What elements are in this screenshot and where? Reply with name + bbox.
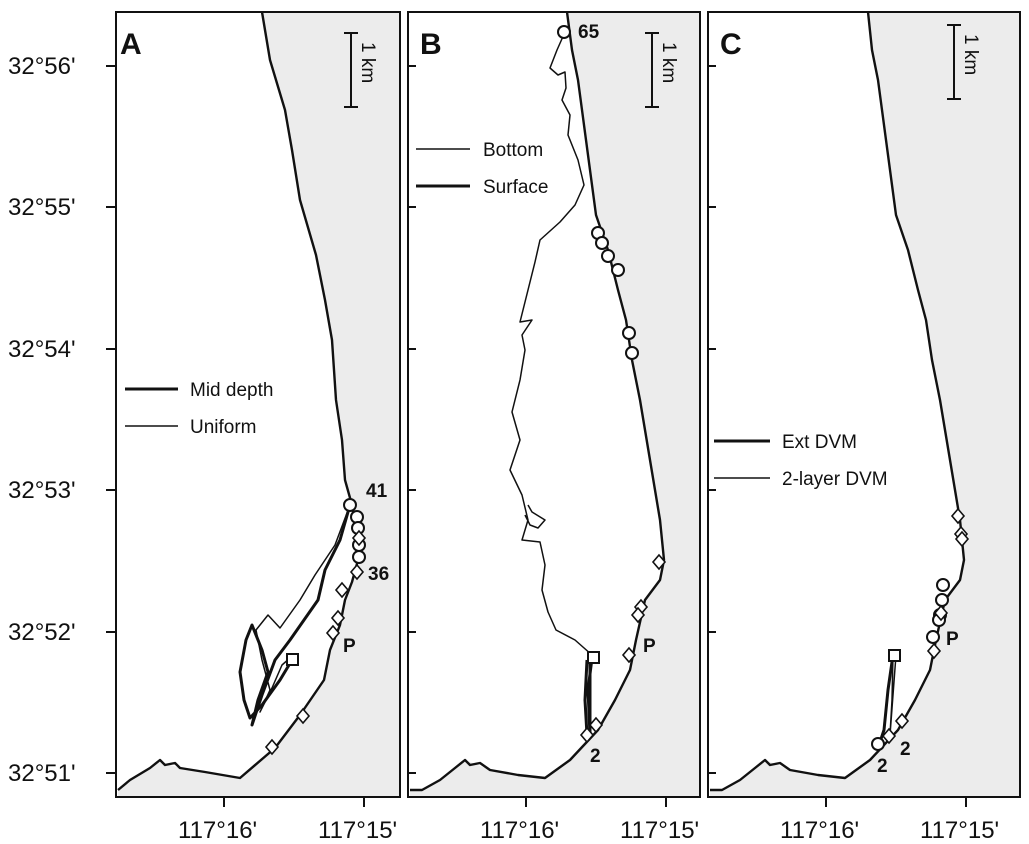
x-tick-label: 117°15' <box>920 817 999 844</box>
diamond-marker <box>954 530 970 548</box>
axis-ticks <box>708 65 967 807</box>
marker-label-p: P <box>343 636 356 657</box>
land-area <box>410 12 700 797</box>
legend: Bottom Surface <box>416 140 548 198</box>
marker-label-65: 65 <box>578 22 600 43</box>
square-marker <box>888 649 901 662</box>
diamond-marker <box>295 707 311 725</box>
panel-frame <box>115 11 401 798</box>
axis-ticks <box>106 65 365 807</box>
diamond-marker <box>325 624 341 642</box>
x-tick-label: 117°16' <box>178 817 257 844</box>
mid-depth-track <box>238 504 352 727</box>
y-tick-label: 32°55' <box>8 194 76 221</box>
legend: Ext DVM 2-layer DVM <box>714 432 888 490</box>
panel-frame <box>407 11 701 798</box>
circle-marker <box>926 630 940 644</box>
land-area <box>710 12 1020 797</box>
legend-label: Mid depth <box>190 380 273 401</box>
coastline <box>410 11 666 792</box>
axis-ticks <box>408 65 667 807</box>
diamond-marker <box>588 716 604 734</box>
circle-marker <box>625 346 639 360</box>
circle-marker <box>871 737 885 751</box>
diamond-marker <box>579 726 595 744</box>
diamond-marker <box>351 529 367 547</box>
uniform-track <box>255 504 351 713</box>
marker-label-p: P <box>643 636 656 657</box>
scale-label: 1 km <box>357 42 378 83</box>
scale-bar: 1 km <box>947 24 981 100</box>
marker-label-2: 2 <box>877 756 888 777</box>
marker-label-2: 2 <box>590 746 601 767</box>
circle-marker <box>935 593 949 607</box>
marker-label-36: 36 <box>368 564 389 585</box>
y-tick-label: 32°53' <box>8 477 76 504</box>
circle-marker <box>611 263 625 277</box>
x-tick-label: 117°15' <box>318 817 397 844</box>
circle-marker <box>595 236 609 250</box>
coastline <box>117 11 360 791</box>
square-marker <box>587 651 600 664</box>
y-tick-label: 32°51' <box>8 760 76 787</box>
panel-frame <box>707 11 1021 798</box>
diamond-marker <box>894 712 910 730</box>
diamond-marker <box>651 553 667 571</box>
panel-a: 41 36 P A 1 km Mid depth Uniform <box>106 11 401 844</box>
bottom-track-detail <box>524 504 546 529</box>
two-layer-dvm-track <box>889 654 897 736</box>
y-tick-label: 32°56' <box>8 53 76 80</box>
diamond-marker <box>330 609 346 627</box>
scale-label: 1 km <box>960 34 981 75</box>
legend-label: Ext DVM <box>782 432 857 453</box>
panel-letter: A <box>120 28 142 61</box>
circle-marker <box>936 578 950 592</box>
y-axis: 32°56' 32°55' 32°54' 32°53' 32°52' 32°51… <box>8 53 76 787</box>
marker-label-2: 2 <box>900 739 911 760</box>
circle-marker <box>352 550 366 564</box>
scale-bar: 1 km <box>645 32 679 108</box>
marker-label-41: 41 <box>366 481 388 502</box>
circle-marker <box>601 249 615 263</box>
diamond-marker <box>621 646 637 664</box>
square-marker <box>286 653 299 666</box>
panel-c: P 2 2 C 1 km Ext DVM 2-layer DVM 117°16' <box>707 11 1021 844</box>
x-tick-label: 117°16' <box>780 817 859 844</box>
x-tick-label: 117°16' <box>480 817 559 844</box>
bottom-track <box>509 31 593 656</box>
legend-label: Surface <box>483 177 548 198</box>
diamond-marker <box>950 507 966 525</box>
panel-b: 65 P 2 B 1 km Bottom Surface 117°16' <box>407 11 701 844</box>
marker-label-p: P <box>946 629 959 650</box>
scale-label: 1 km <box>658 42 679 83</box>
panel-letter: C <box>720 28 742 61</box>
diamond-marker <box>334 581 350 599</box>
land-area <box>118 12 400 797</box>
x-tick-label: 117°15' <box>620 817 699 844</box>
diamond-marker <box>630 606 646 624</box>
y-tick-label: 32°54' <box>8 336 76 363</box>
legend-label: 2-layer DVM <box>782 469 888 490</box>
y-tick-label: 32°52' <box>8 619 76 646</box>
diamond-marker <box>264 738 280 756</box>
diamond-marker <box>349 563 365 581</box>
legend-label: Bottom <box>483 140 543 161</box>
panel-letter: B <box>420 28 442 61</box>
circle-marker <box>557 25 571 39</box>
circle-marker <box>622 326 636 340</box>
legend-label: Uniform <box>190 417 257 438</box>
diamond-marker <box>881 727 897 745</box>
diamond-marker <box>933 604 949 622</box>
circle-marker <box>343 498 357 512</box>
legend: Mid depth Uniform <box>125 380 273 438</box>
diamond-marker <box>926 642 942 660</box>
scale-bar: 1 km <box>344 32 378 108</box>
